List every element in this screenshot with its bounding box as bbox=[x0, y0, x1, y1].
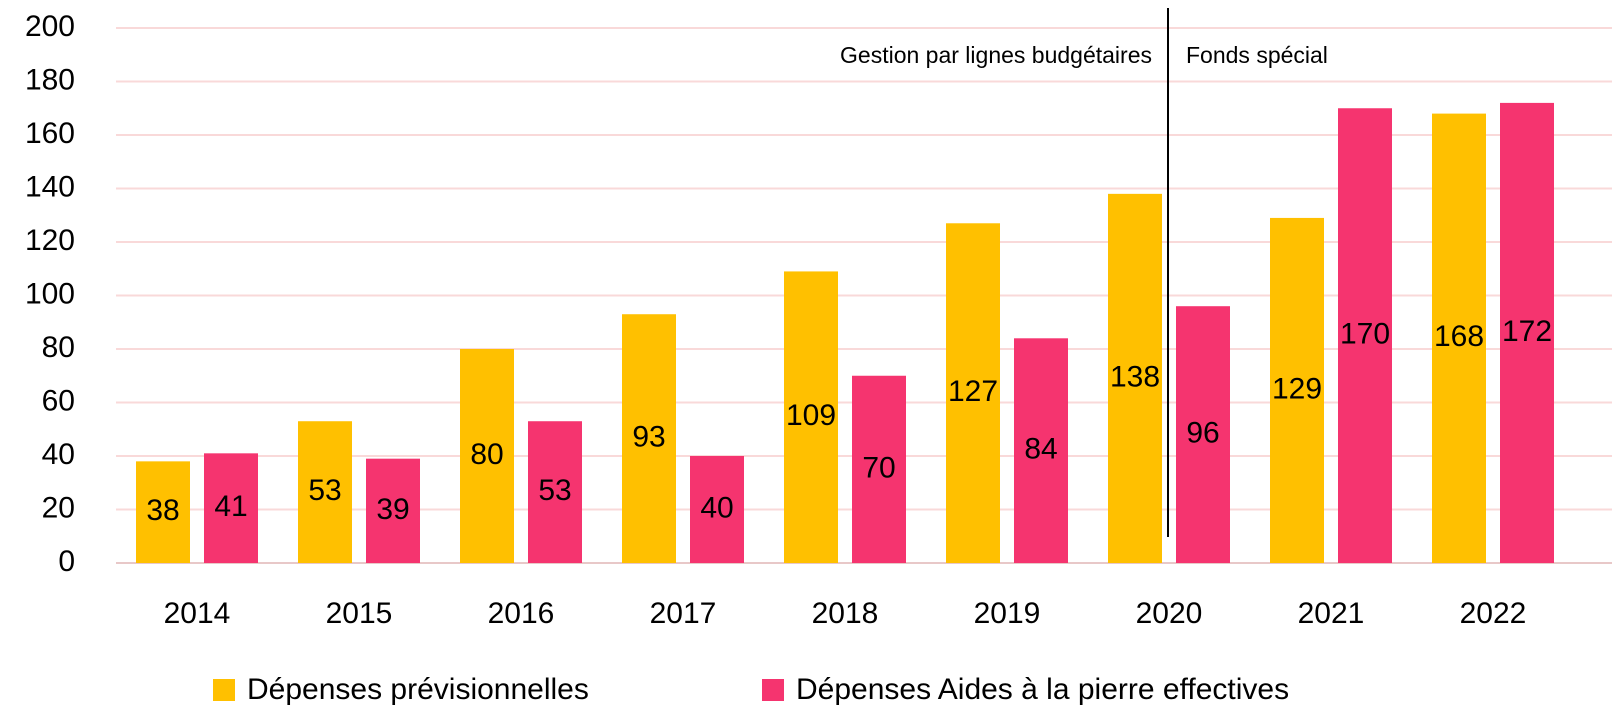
legend-label: Dépenses Aides à la pierre effectives bbox=[796, 673, 1289, 706]
annotation: Fonds spécial bbox=[1186, 42, 1328, 68]
data-label: 39 bbox=[376, 493, 409, 526]
data-label: 38 bbox=[146, 494, 179, 527]
x-tick-label: 2019 bbox=[974, 597, 1041, 630]
y-tick-label: 80 bbox=[42, 331, 75, 364]
data-label: 80 bbox=[470, 438, 503, 471]
bar bbox=[528, 421, 582, 563]
data-label: 109 bbox=[786, 399, 836, 432]
bar bbox=[1014, 338, 1068, 563]
data-label: 172 bbox=[1502, 315, 1552, 348]
bar bbox=[204, 453, 258, 563]
legend-swatch bbox=[762, 679, 784, 701]
data-label: 53 bbox=[538, 474, 571, 507]
x-tick-label: 2021 bbox=[1298, 597, 1365, 630]
y-tick-label: 180 bbox=[25, 63, 75, 96]
x-tick-label: 2020 bbox=[1136, 597, 1203, 630]
x-tick-label: 2014 bbox=[164, 597, 231, 630]
x-tick-label: 2015 bbox=[326, 597, 393, 630]
bar bbox=[366, 458, 420, 563]
bar bbox=[136, 461, 190, 563]
data-label: 138 bbox=[1110, 360, 1160, 393]
data-label: 129 bbox=[1272, 372, 1322, 405]
bar bbox=[622, 314, 676, 563]
y-tick-label: 100 bbox=[25, 277, 75, 310]
y-tick-label: 200 bbox=[25, 10, 75, 43]
bar bbox=[946, 223, 1000, 563]
y-tick-label: 140 bbox=[25, 170, 75, 203]
bar bbox=[690, 456, 744, 563]
y-tick-label: 120 bbox=[25, 224, 75, 257]
data-label: 168 bbox=[1434, 320, 1484, 353]
data-label: 93 bbox=[632, 421, 665, 454]
data-label: 40 bbox=[700, 491, 733, 524]
y-tick-label: 60 bbox=[42, 384, 75, 417]
bar bbox=[460, 349, 514, 563]
legend-label: Dépenses prévisionnelles bbox=[247, 673, 589, 706]
bar bbox=[298, 421, 352, 563]
bar bbox=[1108, 193, 1162, 563]
bar bbox=[784, 271, 838, 563]
data-label: 127 bbox=[948, 375, 998, 408]
bar bbox=[1432, 113, 1486, 563]
bar bbox=[1270, 217, 1324, 564]
bar bbox=[1500, 102, 1554, 564]
annotation: Gestion par lignes budgétaires bbox=[840, 42, 1152, 68]
data-label: 41 bbox=[214, 490, 247, 523]
data-label: 96 bbox=[1186, 417, 1219, 450]
x-tick-label: 2017 bbox=[650, 597, 717, 630]
x-tick-label: 2018 bbox=[812, 597, 879, 630]
data-label: 70 bbox=[862, 451, 895, 484]
data-label: 170 bbox=[1340, 318, 1390, 351]
x-tick-label: 2022 bbox=[1460, 597, 1527, 630]
y-tick-label: 40 bbox=[42, 438, 75, 471]
y-tick-label: 0 bbox=[58, 545, 75, 578]
bar bbox=[1176, 306, 1230, 563]
data-label: 84 bbox=[1024, 433, 1057, 466]
y-tick-label: 160 bbox=[25, 117, 75, 150]
bar bbox=[1338, 108, 1392, 563]
legend-swatch bbox=[213, 679, 235, 701]
data-label: 53 bbox=[308, 474, 341, 507]
bar bbox=[852, 375, 906, 563]
y-tick-label: 20 bbox=[42, 491, 75, 524]
x-tick-label: 2016 bbox=[488, 597, 555, 630]
